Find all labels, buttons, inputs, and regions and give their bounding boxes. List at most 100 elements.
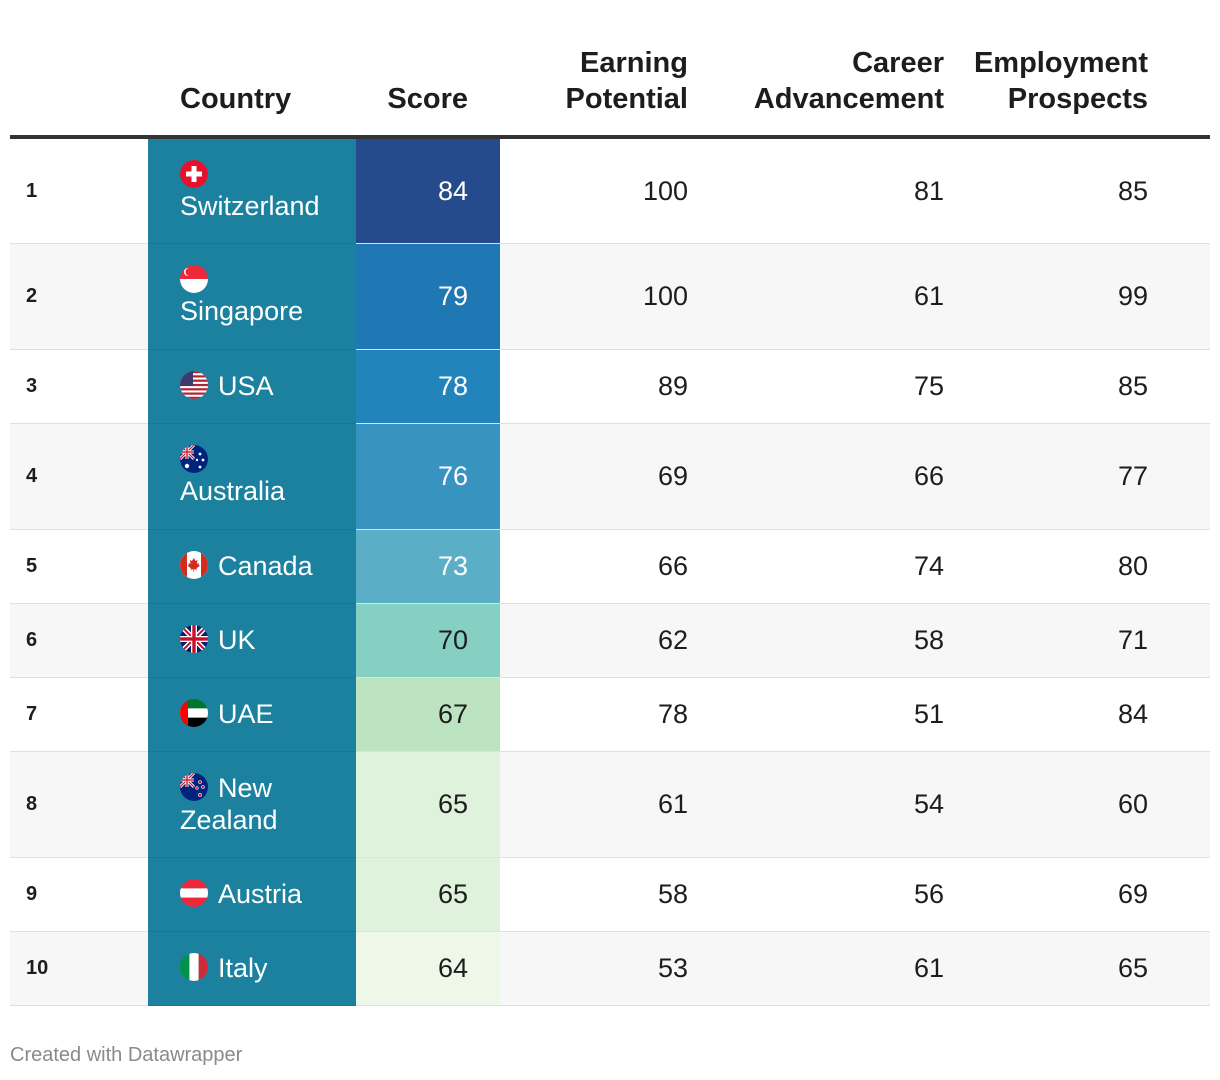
- table-body: 1 Switzerland 84 100 81 85 2 Singapore 79 100 61 99…: [10, 137, 1210, 1006]
- rank-cell: 6: [10, 603, 148, 678]
- rank-cell: 10: [10, 931, 148, 1006]
- career-advancement-cell: 66: [688, 423, 944, 530]
- employment-prospects-cell: 77: [944, 423, 1210, 530]
- score-cell: 70: [356, 603, 500, 678]
- ranking-table: Country Score Earning Potential Career Adv…: [10, 0, 1210, 1006]
- employment-prospects-cell: 60: [944, 751, 1210, 858]
- table-row: 4 Australia 76 69 66 77: [10, 423, 1210, 530]
- earning-potential-cell: 61: [500, 751, 688, 858]
- table-container: Country Score Earning Potential Career Adv…: [10, 0, 1210, 1006]
- earning-potential-cell: 89: [500, 349, 688, 424]
- employment-prospects-cell: 84: [944, 677, 1210, 752]
- singapore-flag-icon: [180, 265, 208, 293]
- earning-potential-cell: 78: [500, 677, 688, 752]
- header-career-advancement[interactable]: Career Advancement: [688, 0, 944, 139]
- career-advancement-cell: 74: [688, 529, 944, 604]
- score-cell: 84: [356, 137, 500, 244]
- new-zealand-flag-icon: [180, 773, 208, 801]
- uk-flag-icon: [180, 625, 208, 653]
- score-cell: 76: [356, 423, 500, 530]
- country-cell: USA: [148, 349, 356, 424]
- career-advancement-cell: 58: [688, 603, 944, 678]
- rank-cell: 1: [10, 137, 148, 244]
- table-row: 10 Italy 64 53 61 65: [10, 931, 1210, 1006]
- country-name: Canada: [218, 551, 313, 581]
- rank-cell: 2: [10, 243, 148, 350]
- country-name: Switzerland: [180, 190, 320, 221]
- table-row: 1 Switzerland 84 100 81 85: [10, 137, 1210, 244]
- career-advancement-cell: 61: [688, 931, 944, 1006]
- country-name: Austria: [218, 879, 303, 909]
- score-cell: 79: [356, 243, 500, 350]
- country-cell: New Zealand: [148, 751, 356, 858]
- header-score[interactable]: Score: [356, 0, 500, 139]
- country-cell: Singapore: [148, 243, 356, 350]
- uae-flag-icon: [180, 699, 208, 727]
- table-row: 2 Singapore 79 100 61 99: [10, 243, 1210, 350]
- table-row: 6 UK 70 62 58 71: [10, 603, 1210, 678]
- header-earning-potential[interactable]: Earning Potential: [500, 0, 688, 139]
- header-rank: [10, 0, 148, 139]
- rank-cell: 3: [10, 349, 148, 424]
- rank-cell: 7: [10, 677, 148, 752]
- table-row: 3 USA 78 89 75 85: [10, 349, 1210, 424]
- country-name: Italy: [218, 953, 268, 983]
- country-cell: UAE: [148, 677, 356, 752]
- country-cell: Australia: [148, 423, 356, 530]
- rank-cell: 8: [10, 751, 148, 858]
- canada-flag-icon: [180, 551, 208, 579]
- italy-flag-icon: [180, 953, 208, 981]
- earning-potential-cell: 58: [500, 857, 688, 932]
- country-name: New Zealand: [180, 773, 278, 835]
- employment-prospects-cell: 69: [944, 857, 1210, 932]
- country-cell: Canada: [148, 529, 356, 604]
- country-name: Singapore: [180, 296, 304, 326]
- country-name: USA: [218, 371, 274, 401]
- country-name: UK: [218, 625, 256, 655]
- score-cell: 64: [356, 931, 500, 1006]
- earning-potential-cell: 66: [500, 529, 688, 604]
- earning-potential-cell: 69: [500, 423, 688, 530]
- career-advancement-cell: 56: [688, 857, 944, 932]
- career-advancement-cell: 75: [688, 349, 944, 424]
- score-cell: 73: [356, 529, 500, 604]
- austria-flag-icon: [180, 879, 208, 907]
- score-cell: 67: [356, 677, 500, 752]
- earning-potential-cell: 62: [500, 603, 688, 678]
- career-advancement-cell: 54: [688, 751, 944, 858]
- table-row: 8 New Zealand 65 61 54 60: [10, 751, 1210, 858]
- table-row: 9 Austria 65 58 56 69: [10, 857, 1210, 932]
- australia-flag-icon: [180, 445, 208, 473]
- rank-cell: 5: [10, 529, 148, 604]
- country-name: UAE: [218, 699, 274, 729]
- country-cell: Switzerland: [148, 137, 356, 244]
- table-row: 7 UAE 67 78 51 84: [10, 677, 1210, 752]
- switzerland-flag-icon: [180, 159, 208, 188]
- country-cell: Austria: [148, 857, 356, 932]
- usa-flag-icon: [180, 371, 208, 399]
- header-country[interactable]: Country: [148, 0, 356, 139]
- score-cell: 78: [356, 349, 500, 424]
- earning-potential-cell: 100: [500, 137, 688, 244]
- employment-prospects-cell: 85: [944, 349, 1210, 424]
- country-name: Australia: [180, 476, 286, 506]
- employment-prospects-cell: 99: [944, 243, 1210, 350]
- employment-prospects-cell: 71: [944, 603, 1210, 678]
- header-employment-prospects[interactable]: Employment Prospects: [944, 0, 1210, 139]
- country-cell: UK: [148, 603, 356, 678]
- earning-potential-cell: 53: [500, 931, 688, 1006]
- employment-prospects-cell: 85: [944, 137, 1210, 244]
- employment-prospects-cell: 65: [944, 931, 1210, 1006]
- rank-cell: 4: [10, 423, 148, 530]
- score-cell: 65: [356, 751, 500, 858]
- career-advancement-cell: 81: [688, 137, 944, 244]
- career-advancement-cell: 61: [688, 243, 944, 350]
- career-advancement-cell: 51: [688, 677, 944, 752]
- country-cell: Italy: [148, 931, 356, 1006]
- employment-prospects-cell: 80: [944, 529, 1210, 604]
- earning-potential-cell: 100: [500, 243, 688, 350]
- table-row: 5 Canada 73 66 74 80: [10, 529, 1210, 604]
- score-cell: 65: [356, 857, 500, 932]
- footer-credit: Created with Datawrapper: [10, 1044, 243, 1066]
- header-row: Country Score Earning Potential Career Adv…: [10, 0, 1210, 139]
